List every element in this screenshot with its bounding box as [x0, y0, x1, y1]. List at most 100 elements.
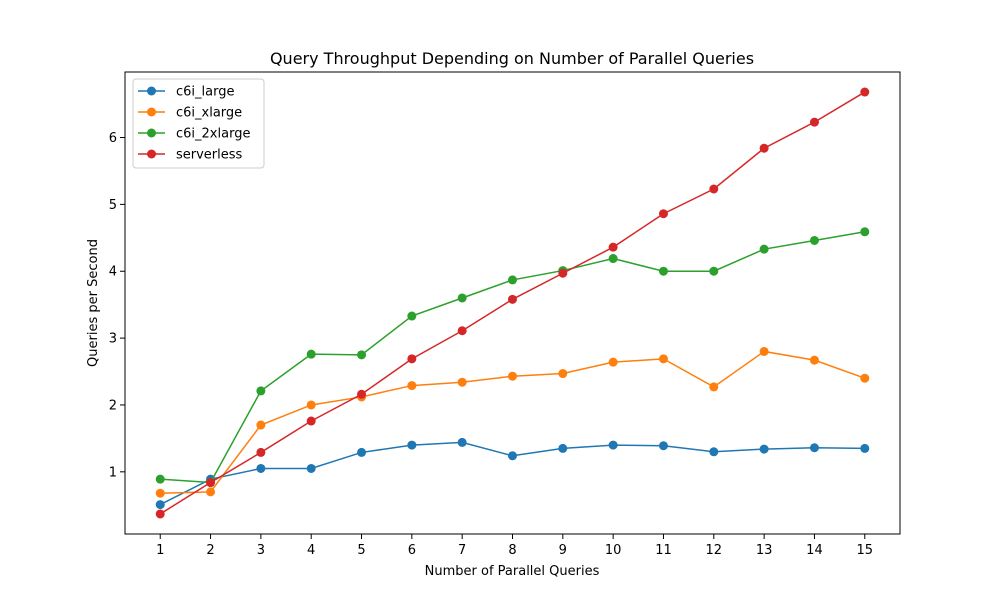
legend-label: c6i_2xlarge [176, 127, 250, 142]
data-point [256, 420, 266, 430]
data-point [658, 441, 668, 451]
data-point [658, 354, 668, 364]
data-point [508, 275, 517, 285]
series-serverless [155, 87, 870, 519]
y-tick-label: 1 [109, 465, 117, 480]
legend-entry: c6i_2xlarge [138, 127, 250, 142]
data-point [608, 357, 618, 367]
data-point [860, 373, 870, 383]
legend-marker [147, 107, 156, 117]
data-point [759, 444, 769, 454]
x-tick-label: 11 [655, 543, 672, 558]
data-point [357, 389, 367, 399]
legend-entry: c6i_large [138, 85, 234, 100]
data-point [759, 143, 769, 153]
data-point [155, 474, 165, 484]
data-point [860, 87, 870, 97]
data-point [860, 227, 870, 237]
data-point [407, 311, 417, 321]
data-point [256, 463, 266, 473]
data-point [809, 235, 819, 245]
data-point [155, 509, 165, 519]
x-tick-label: 1 [156, 543, 164, 558]
data-point [709, 382, 719, 392]
y-tick-label: 2 [109, 398, 117, 413]
data-point [206, 478, 216, 488]
series-c6i_large [155, 437, 870, 510]
legend-entry: c6i_xlarge [138, 106, 242, 121]
data-point [608, 254, 618, 264]
x-tick-label: 5 [357, 543, 365, 558]
chart-title: Query Throughput Depending on Number of … [270, 49, 754, 68]
x-tick-label: 2 [206, 543, 214, 558]
data-point [357, 350, 367, 360]
legend-label: c6i_xlarge [176, 106, 242, 121]
legend-label: c6i_large [176, 85, 234, 100]
data-point [860, 443, 870, 453]
data-point [658, 209, 668, 219]
data-point [457, 377, 467, 387]
legend-marker [147, 149, 156, 159]
y-tick-label: 3 [109, 332, 117, 347]
data-point [709, 184, 719, 194]
data-point [457, 326, 467, 336]
x-tick-label: 4 [307, 543, 315, 558]
series-c6i_xlarge [155, 346, 870, 498]
data-point [809, 443, 819, 453]
data-point [508, 294, 517, 304]
y-tick-label: 6 [109, 131, 117, 146]
x-axis: 1 2 3 4 5 6 7 8 9 10 11 12 13 14 15 [156, 534, 873, 558]
data-point [407, 354, 417, 364]
x-tick-label: 8 [508, 543, 516, 558]
data-point [809, 117, 819, 127]
data-point [306, 463, 316, 473]
y-tick-label: 5 [109, 198, 117, 213]
legend-marker [147, 86, 156, 96]
data-point [508, 371, 517, 381]
data-point [608, 440, 618, 450]
plot-area [155, 87, 870, 519]
legend-entry: serverless [138, 148, 243, 163]
legend-marker [147, 128, 156, 138]
data-point [357, 447, 367, 457]
data-point [206, 487, 216, 497]
x-axis-label: Number of Parallel Queries [425, 564, 600, 579]
x-tick-label: 15 [856, 543, 873, 558]
data-point [709, 266, 719, 276]
data-point [457, 437, 467, 447]
data-point [759, 346, 769, 356]
x-tick-label: 6 [408, 543, 416, 558]
x-tick-label: 3 [257, 543, 265, 558]
data-point [709, 447, 719, 457]
data-point [558, 443, 568, 453]
y-axis: 1 2 3 4 5 6 [109, 131, 125, 480]
data-point [306, 349, 316, 359]
data-point [457, 293, 467, 303]
x-tick-label: 10 [605, 543, 622, 558]
data-point [608, 242, 618, 252]
data-point [155, 488, 165, 498]
legend-label: serverless [176, 148, 243, 163]
data-point [558, 369, 568, 379]
y-axis-label: Queries per Second [86, 239, 101, 367]
data-point [155, 500, 165, 510]
legend-box [132, 78, 265, 169]
data-point [558, 268, 568, 278]
data-point [306, 400, 316, 410]
x-tick-label: 9 [559, 543, 567, 558]
data-point [407, 381, 417, 391]
y-tick-label: 4 [109, 265, 117, 280]
data-point [809, 355, 819, 365]
series-c6i_2xlarge [155, 227, 870, 488]
x-tick-label: 14 [806, 543, 823, 558]
x-tick-label: 7 [458, 543, 466, 558]
data-point [407, 440, 417, 450]
data-point [256, 447, 266, 457]
data-point [306, 416, 316, 426]
data-point [658, 266, 668, 276]
data-point [508, 451, 517, 461]
series-line [160, 231, 865, 484]
x-tick-label: 13 [756, 543, 773, 558]
data-point [256, 386, 266, 396]
